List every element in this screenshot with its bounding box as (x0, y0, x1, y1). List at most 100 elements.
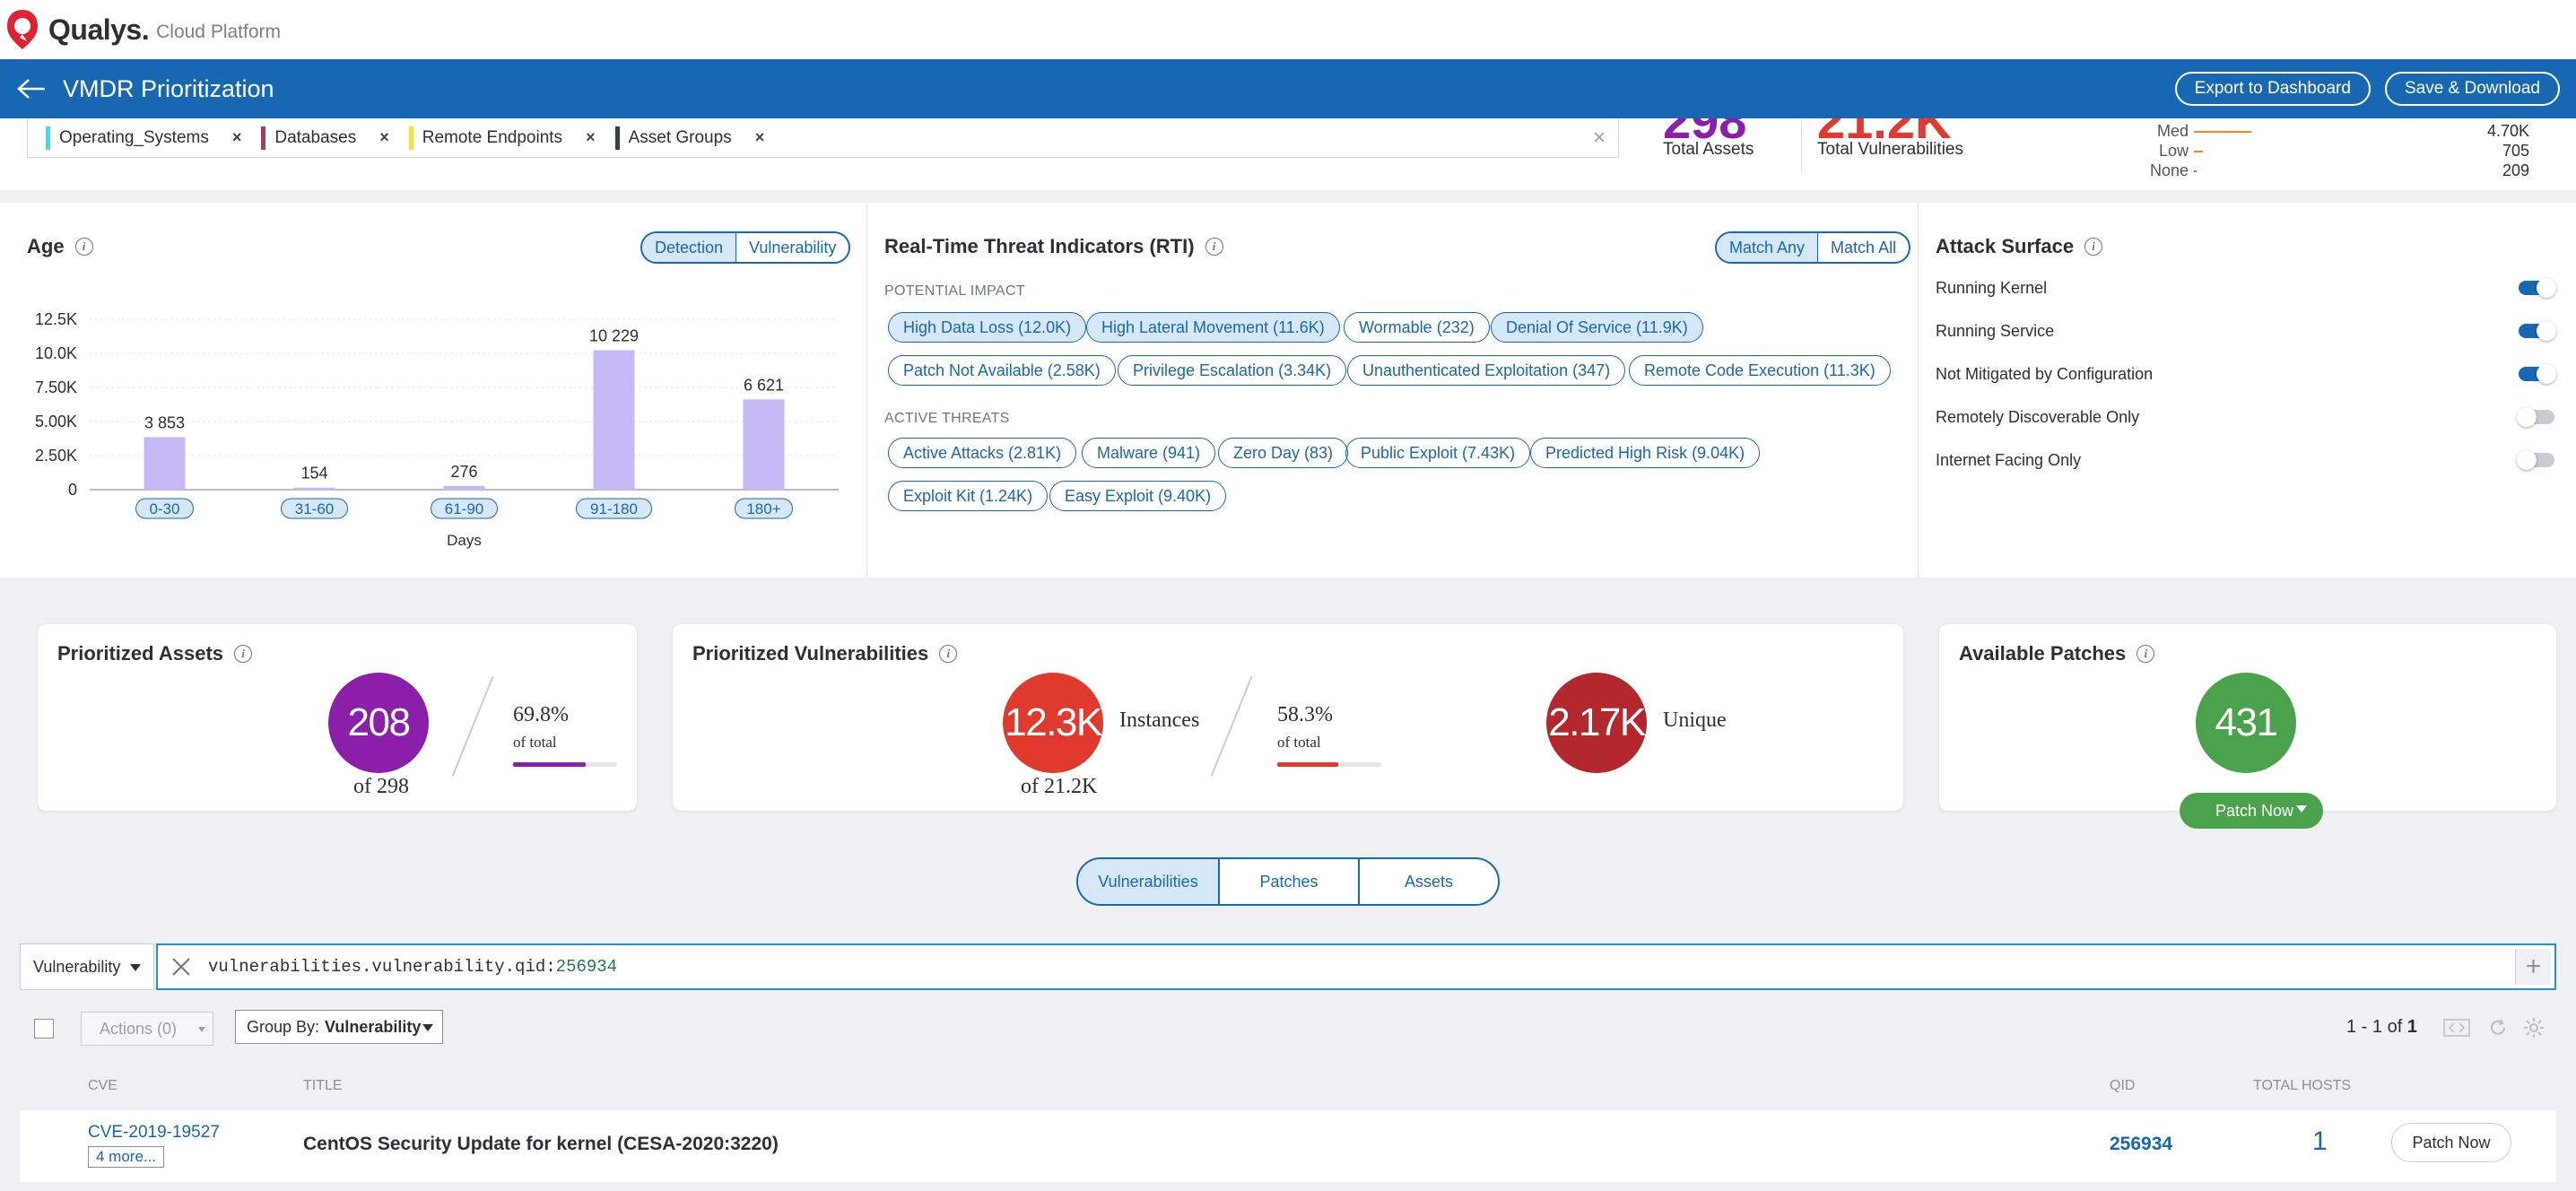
rti-pill-unauthenticated-exploitation[interactable]: Unauthenticated Exploitation (347) (1347, 355, 1626, 386)
add-query-icon[interactable]: + (2515, 949, 2551, 985)
available-patches-circle: 431 (2196, 673, 2296, 773)
query-value: 256934 (555, 957, 618, 977)
pager: 1 - 1 of 1 (2346, 1017, 2417, 1038)
not-mitigated-toggle[interactable] (2519, 364, 2556, 384)
running-service-toggle[interactable] (2519, 321, 2556, 341)
running-kernel-toggle[interactable] (2519, 278, 2556, 298)
row-patch-now-button[interactable]: Patch Now (2391, 1123, 2511, 1162)
clear-filters-icon[interactable]: × (1592, 126, 1606, 150)
save-and-download-button[interactable]: Save & Download (2384, 72, 2560, 106)
age-bar[interactable] (593, 350, 635, 490)
rti-pill-high-lateral-movement[interactable]: High Lateral Movement (11.6K) (1086, 312, 1340, 343)
total-vulnerabilities-label: Total Vulnerabilities (1817, 140, 1963, 159)
rti-pill-zero-day[interactable]: Zero Day (83) (1218, 438, 1349, 468)
match-any-segment[interactable]: Match Any (1717, 233, 1818, 262)
table-row[interactable]: CVE-2019-19527 4 more... CentOS Security… (20, 1110, 2556, 1182)
rti-pill-patch-not-available[interactable]: Patch Not Available (2.58K) (888, 355, 1116, 386)
info-icon[interactable]: i (939, 645, 958, 663)
rti-pill-remote-code-execution[interactable]: Remote Code Execution (11.3K) (1629, 355, 1891, 386)
qualys-logo-icon (5, 8, 39, 51)
x-tick-label: 91-180 (590, 500, 638, 517)
age-mode-toggle[interactable]: Detection Vulnerability (640, 231, 851, 264)
chip-remove-icon[interactable]: × (231, 128, 242, 146)
select-all-checkbox[interactable] (34, 1019, 54, 1039)
column-header-qid[interactable]: QID (2110, 1078, 2136, 1093)
age-bar[interactable] (743, 399, 785, 490)
total-hosts-link[interactable]: 1 (2312, 1126, 2328, 1156)
search-type-dropdown[interactable]: Vulnerability (20, 943, 154, 990)
match-all-segment[interactable]: Match All (1817, 233, 1909, 262)
tab-assets[interactable]: Assets (1358, 859, 1498, 904)
tab-vulnerabilities[interactable]: Vulnerabilities (1078, 859, 1218, 904)
export-to-dashboard-button[interactable]: Export to Dashboard (2174, 72, 2371, 106)
column-header-total-hosts[interactable]: TOTAL HOSTS (2253, 1078, 2352, 1093)
rti-pill-active-attacks[interactable]: Active Attacks (2.81K) (888, 438, 1077, 468)
filter-chip[interactable]: Databases × (261, 126, 389, 151)
rti-pill-predicted-high-risk[interactable]: Predicted High Risk (9.04K) (1530, 438, 1761, 468)
rti-pill-wormable[interactable]: Wormable (232) (1344, 312, 1490, 343)
rti-pill-exploit-kit[interactable]: Exploit Kit (1.24K) (888, 481, 1049, 511)
remotely-discoverable-toggle[interactable] (2517, 407, 2554, 427)
vulns-caption: of 21.2K (1021, 775, 1098, 798)
card-title-text: Prioritized Vulnerabilities (692, 642, 929, 665)
age-category-pill[interactable] (135, 498, 194, 519)
patch-now-dropdown-button[interactable]: Patch Now (2180, 793, 2323, 829)
search-query[interactable]: vulnerabilities.vulnerability.qid:256934 (208, 957, 617, 977)
filter-chips-box[interactable]: Operating_Systems × Databases × Remote E… (27, 118, 1619, 158)
rti-pill-easy-exploit[interactable]: Easy Exploit (9.40K) (1049, 481, 1227, 511)
group-by-dropdown[interactable]: Group By: Vulnerability (235, 1010, 443, 1044)
chip-remove-icon[interactable]: × (754, 128, 765, 146)
cve-link[interactable]: CVE-2019-19527 (88, 1123, 220, 1142)
chevron-down-icon (130, 964, 141, 971)
attack-surface-label: Remotely Discoverable Only (1936, 407, 2140, 426)
severity-value: 705 (2502, 142, 2529, 160)
internet-facing-toggle[interactable] (2517, 450, 2554, 470)
filter-chip[interactable]: Operating_Systems × (46, 126, 241, 151)
back-arrow-icon[interactable] (0, 59, 63, 118)
info-icon[interactable]: i (1205, 238, 1223, 256)
chip-color-bar (46, 126, 50, 150)
info-icon[interactable]: i (2137, 645, 2155, 663)
column-header-title[interactable]: TITLE (303, 1078, 343, 1093)
assets-percent: 69.8% (513, 703, 569, 726)
detection-segment[interactable]: Detection (642, 233, 736, 262)
clear-search-icon[interactable] (158, 945, 205, 988)
vulnerability-instances-circle: 12.3K (1003, 673, 1103, 773)
severity-row: Low 705 (2144, 142, 2529, 161)
age-category-pill[interactable] (576, 498, 652, 519)
rti-pill-public-exploit[interactable]: Public Exploit (7.43K) (1345, 438, 1531, 468)
qid-link[interactable]: 256934 (2110, 1134, 2173, 1154)
rti-pill-privilege-escalation[interactable]: Privilege Escalation (3.34K) (1118, 355, 1347, 386)
brand-name: Qualys. (48, 13, 150, 46)
gear-icon[interactable] (2520, 1015, 2547, 1040)
vulnerability-title[interactable]: CentOS Security Update for kernel (CESA-… (303, 1134, 779, 1154)
actions-dropdown[interactable]: Actions (0) (81, 1012, 213, 1046)
age-category-pill[interactable] (281, 498, 348, 519)
vulnerability-segment[interactable]: Vulnerability (735, 233, 849, 262)
group-by-value: Vulnerability (325, 1017, 422, 1036)
rti-pill-high-data-loss[interactable]: High Data Loss (12.0K) (888, 312, 1087, 343)
refresh-icon[interactable] (2485, 1015, 2511, 1040)
rti-pill-denial-of-service[interactable]: Denial Of Service (11.9K) (1491, 312, 1703, 343)
chip-remove-icon[interactable]: × (586, 128, 596, 146)
filter-chip[interactable]: Remote Endpoints × (408, 126, 596, 151)
chip-remove-icon[interactable]: × (379, 128, 389, 146)
more-cves-button[interactable]: 4 more... (88, 1146, 165, 1168)
filter-chip[interactable]: Asset Groups × (614, 126, 765, 151)
info-icon[interactable]: i (74, 238, 93, 256)
pagination-arrows-icon[interactable] (2443, 1015, 2470, 1040)
column-header-cve[interactable]: CVE (88, 1078, 117, 1093)
age-category-pill[interactable] (735, 498, 793, 519)
age-bar[interactable] (144, 437, 186, 490)
search-input[interactable]: vulnerabilities.vulnerability.qid:256934… (156, 943, 2556, 990)
tab-patches[interactable]: Patches (1218, 859, 1358, 904)
rti-pill-malware[interactable]: Malware (941) (1082, 438, 1216, 468)
result-tabs: Vulnerabilities Patches Assets (1076, 857, 1500, 906)
patch-now-label: Patch Now (2215, 801, 2294, 820)
age-bar[interactable] (443, 485, 485, 490)
info-icon[interactable]: i (2084, 238, 2103, 256)
age-category-pill[interactable] (431, 498, 498, 519)
match-mode-toggle[interactable]: Match Any Match All (1715, 231, 1911, 264)
age-bar[interactable] (293, 487, 335, 490)
info-icon[interactable]: i (234, 645, 253, 663)
